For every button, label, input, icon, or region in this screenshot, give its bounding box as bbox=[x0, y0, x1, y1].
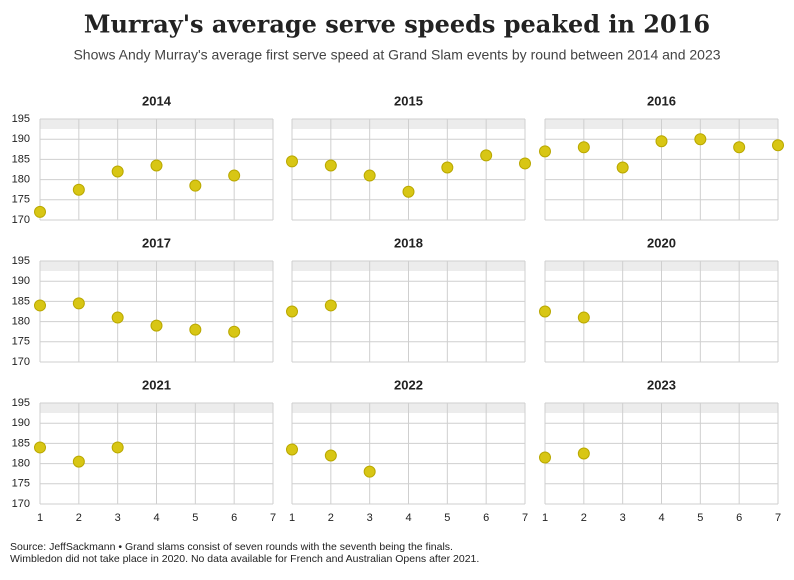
point bbox=[539, 145, 551, 158]
point bbox=[480, 149, 493, 162]
point bbox=[402, 185, 415, 198]
panel-title: 2022 bbox=[394, 377, 423, 392]
point bbox=[772, 139, 784, 152]
point bbox=[539, 451, 551, 464]
x-tick-label: 6 bbox=[736, 512, 742, 524]
point bbox=[72, 183, 85, 196]
y-tick-label: 185 bbox=[12, 295, 30, 307]
point bbox=[72, 297, 85, 310]
x-tick-label: 1 bbox=[37, 512, 43, 524]
y-tick-label: 170 bbox=[12, 356, 30, 368]
point bbox=[34, 441, 46, 454]
point bbox=[655, 135, 668, 148]
panel-title: 2021 bbox=[142, 377, 171, 392]
point bbox=[111, 311, 124, 324]
panel-title: 2015 bbox=[394, 93, 423, 108]
point bbox=[34, 205, 46, 218]
x-tick-label: 6 bbox=[231, 512, 237, 524]
x-tick-label: 6 bbox=[483, 512, 489, 524]
panel-title: 2016 bbox=[647, 93, 676, 108]
point bbox=[286, 443, 298, 456]
y-tick-label: 175 bbox=[12, 194, 30, 206]
y-tick-label: 180 bbox=[12, 458, 30, 470]
point bbox=[189, 179, 202, 192]
panel-title: 2018 bbox=[394, 235, 423, 250]
x-tick-label: 1 bbox=[289, 512, 295, 524]
point bbox=[324, 299, 337, 312]
footnote: Source: JeffSackmann • Grand slams consi… bbox=[10, 541, 453, 553]
x-tick-label: 3 bbox=[115, 512, 121, 524]
y-tick-label: 180 bbox=[12, 316, 30, 328]
y-tick-label: 190 bbox=[12, 133, 30, 145]
x-tick-label: 4 bbox=[153, 512, 159, 524]
point bbox=[150, 159, 163, 172]
point bbox=[577, 311, 590, 324]
x-tick-label: 4 bbox=[658, 512, 664, 524]
x-tick-label: 2 bbox=[76, 512, 82, 524]
y-tick-label: 175 bbox=[12, 478, 30, 490]
point bbox=[616, 161, 629, 174]
y-tick-label: 190 bbox=[12, 275, 30, 287]
y-tick-label: 185 bbox=[12, 437, 30, 449]
point bbox=[324, 449, 337, 462]
chart-subtitle: Shows Andy Murray's average first serve … bbox=[73, 47, 720, 63]
x-tick-label: 7 bbox=[775, 512, 781, 524]
panel-title: 2014 bbox=[142, 93, 172, 108]
point bbox=[363, 169, 376, 182]
panel-title: 2017 bbox=[142, 235, 171, 250]
point bbox=[228, 325, 241, 338]
point bbox=[286, 155, 298, 168]
y-tick-label: 185 bbox=[12, 153, 30, 165]
x-tick-label: 7 bbox=[522, 512, 528, 524]
point bbox=[228, 169, 241, 182]
y-tick-label: 195 bbox=[12, 113, 30, 125]
x-tick-label: 3 bbox=[367, 512, 373, 524]
point bbox=[577, 447, 590, 460]
point bbox=[694, 133, 707, 146]
point bbox=[72, 455, 85, 468]
x-tick-label: 2 bbox=[328, 512, 334, 524]
point bbox=[324, 159, 337, 172]
y-tick-label: 195 bbox=[12, 255, 30, 267]
y-tick-label: 190 bbox=[12, 417, 30, 429]
point bbox=[150, 319, 163, 332]
footnote: Wimbledon did not take place in 2020. No… bbox=[10, 553, 479, 565]
x-tick-label: 1 bbox=[542, 512, 548, 524]
y-tick-label: 195 bbox=[12, 397, 30, 409]
point bbox=[733, 141, 746, 154]
x-tick-label: 3 bbox=[620, 512, 626, 524]
point bbox=[111, 441, 124, 454]
point bbox=[363, 465, 376, 478]
point bbox=[539, 305, 551, 318]
x-tick-label: 2 bbox=[581, 512, 587, 524]
y-tick-label: 170 bbox=[12, 498, 30, 510]
x-tick-label: 7 bbox=[270, 512, 276, 524]
point bbox=[441, 161, 454, 174]
x-tick-label: 5 bbox=[444, 512, 450, 524]
panel-title: 2023 bbox=[647, 377, 676, 392]
y-tick-label: 180 bbox=[12, 174, 30, 186]
x-tick-label: 5 bbox=[192, 512, 198, 524]
x-tick-label: 4 bbox=[405, 512, 411, 524]
y-tick-label: 175 bbox=[12, 336, 30, 348]
point bbox=[519, 157, 531, 170]
point bbox=[577, 141, 590, 154]
panel-title: 2020 bbox=[647, 235, 676, 250]
chart-title: Murray's average serve speeds peaked in … bbox=[84, 10, 710, 39]
point bbox=[189, 323, 202, 336]
point bbox=[286, 305, 298, 318]
x-tick-label: 5 bbox=[697, 512, 703, 524]
y-tick-label: 170 bbox=[12, 214, 30, 226]
point bbox=[111, 165, 124, 178]
point bbox=[34, 299, 46, 312]
